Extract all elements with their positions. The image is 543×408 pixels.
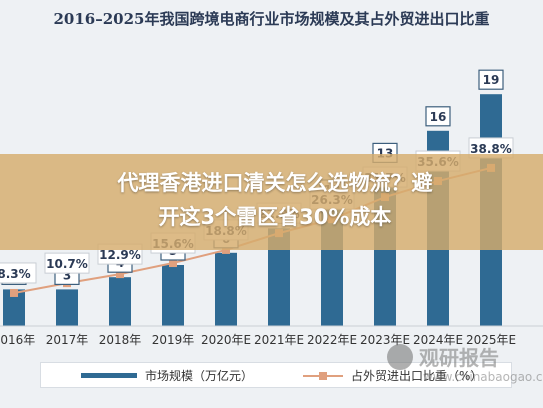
bar xyxy=(109,277,131,326)
x-tick-label: 2024年E xyxy=(413,333,463,347)
article-title-line-2: 开这3个雷区省30%成本 xyxy=(158,205,392,229)
x-tick-label: 2020年E xyxy=(201,333,251,347)
article-title-line-1: 代理香港进口清关怎么选物流？避 xyxy=(117,171,433,195)
line-value-box xyxy=(0,262,37,284)
line-value-label: 38.8% xyxy=(470,142,512,156)
x-tick-label: 2025年E xyxy=(466,333,516,347)
legend-bar-swatch xyxy=(81,373,137,378)
article-title-banner xyxy=(0,154,543,250)
line-value-label: 10.7% xyxy=(46,257,88,271)
legend-line-label: 占外贸进出口比重（%） xyxy=(351,369,483,383)
x-tick-label: 2018年 xyxy=(99,333,142,347)
bar-value-label: 3 xyxy=(63,268,71,282)
chart-title: 2016–2025年我国跨境电商行业市场规模及其占外贸进出口比重 xyxy=(53,10,490,28)
x-tick-label: 2016年 xyxy=(0,333,35,347)
watermark-url: www.chinabaogao.com xyxy=(423,370,543,384)
line-point xyxy=(116,270,124,279)
watermark: 观研报告 www.chinabaogao.com xyxy=(387,340,543,404)
watermark-logo-icon xyxy=(387,344,413,370)
line-value-box xyxy=(44,252,90,274)
legend-bar-label: 市场规模（万亿元） xyxy=(145,369,254,383)
line-value-label: 8.3% xyxy=(0,267,31,281)
chart-legend: 市场规模（万亿元） 占外贸进出口比重（%） xyxy=(40,362,512,388)
bar-value-label: 19 xyxy=(483,73,500,87)
x-tick-label: 2017年 xyxy=(46,333,89,347)
bar xyxy=(3,289,25,326)
x-tick-label: 2021年E xyxy=(254,333,304,347)
x-tick-label: 2019年 xyxy=(152,333,195,347)
bar-value-label: 16 xyxy=(430,110,447,124)
legend-line-marker xyxy=(319,372,327,380)
line-point xyxy=(10,288,18,297)
watermark-text: 观研报告 xyxy=(419,346,499,370)
x-tick-label: 2023年E xyxy=(360,333,410,347)
bar xyxy=(162,265,184,326)
bar xyxy=(215,252,237,326)
bar xyxy=(56,289,78,326)
x-tick-label: 2022年E xyxy=(307,333,357,347)
bar-value-box xyxy=(425,106,451,127)
line-point xyxy=(169,259,177,268)
line-value-label: 12.9% xyxy=(99,248,141,262)
article-title: 代理香港进口清关怎么选物流？避 开这3个雷区省30%成本 xyxy=(40,166,510,234)
bar xyxy=(268,228,290,326)
bar-value-box xyxy=(478,69,504,90)
